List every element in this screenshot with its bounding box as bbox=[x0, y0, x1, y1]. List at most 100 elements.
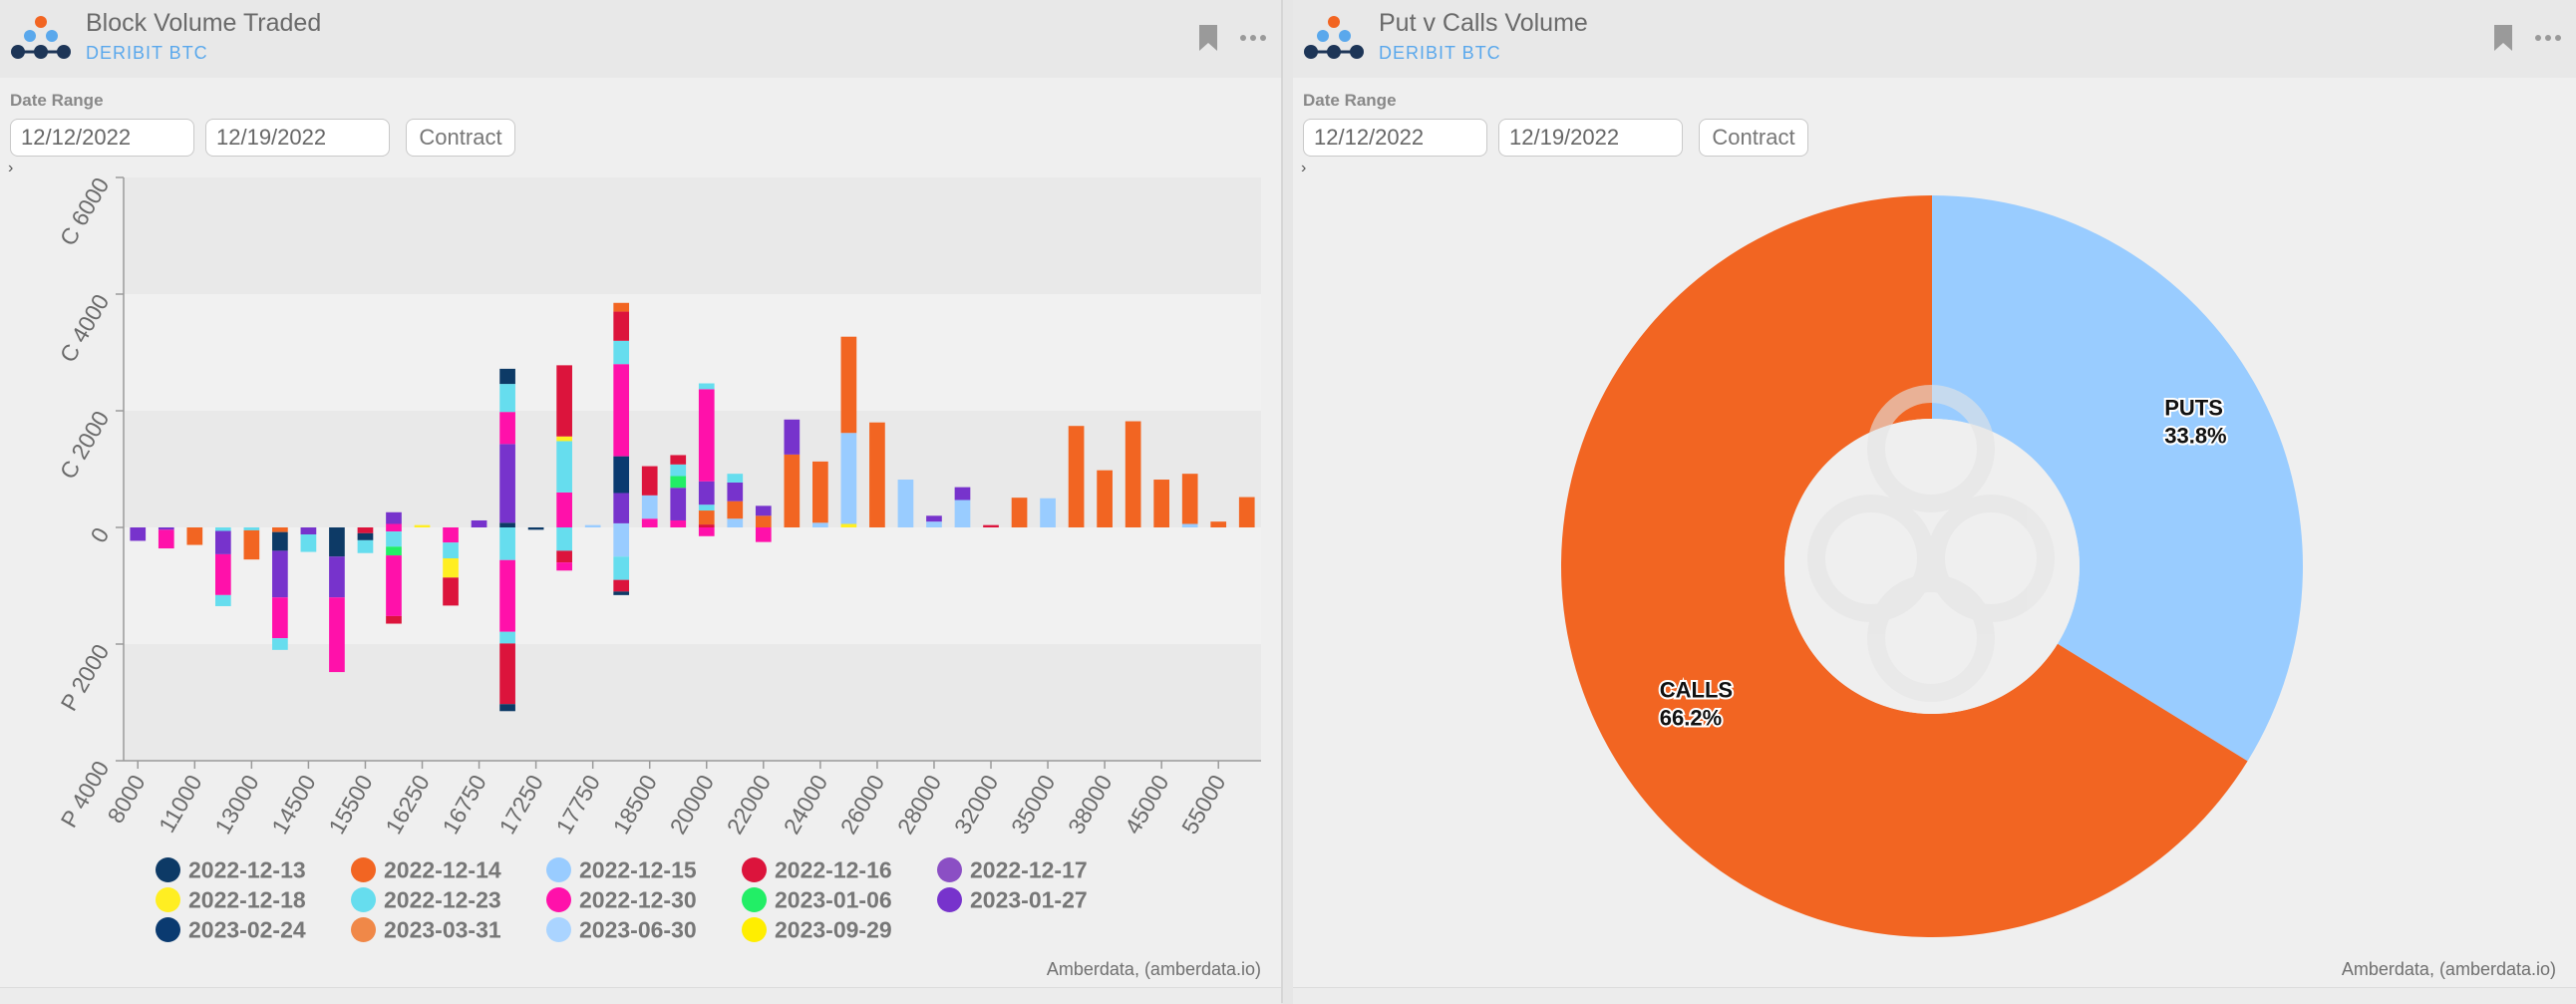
x-tick-label: 35000 bbox=[1006, 771, 1061, 838]
bar-segment-call bbox=[784, 419, 801, 455]
start-date-input[interactable] bbox=[1303, 119, 1487, 157]
x-tick-label: 24000 bbox=[779, 771, 833, 838]
legend-item[interactable]: 2022-12-18 bbox=[156, 885, 306, 915]
bar-segment-call bbox=[698, 524, 715, 527]
x-tick-label: 14500 bbox=[266, 771, 321, 838]
legend-item[interactable]: 2023-02-24 bbox=[156, 915, 306, 945]
legend-item[interactable]: 2023-01-27 bbox=[937, 885, 1088, 915]
bar-segment-call bbox=[1011, 498, 1028, 527]
bar-segment-put bbox=[613, 527, 630, 557]
expand-chevron-icon[interactable]: › bbox=[1301, 160, 1307, 176]
panel-header: Block Volume Traded DERIBIT BTC bbox=[0, 0, 1281, 78]
x-tick-label: 15500 bbox=[323, 771, 378, 838]
grid-band bbox=[124, 177, 1261, 294]
bar-segment-put bbox=[272, 550, 288, 598]
bar-segment-call bbox=[499, 522, 515, 527]
legend-item[interactable]: 2023-03-31 bbox=[351, 915, 501, 945]
legend-item[interactable]: 2022-12-14 bbox=[351, 855, 501, 885]
end-date-input[interactable] bbox=[1498, 119, 1683, 157]
bar-segment-put bbox=[386, 615, 402, 624]
legend-swatch bbox=[546, 857, 571, 883]
bookmark-icon[interactable] bbox=[1197, 24, 1219, 52]
panel-title: Put v Calls Volume bbox=[1379, 9, 1588, 37]
bar-segment-call bbox=[670, 455, 687, 465]
legend-item[interactable]: 2022-12-23 bbox=[351, 885, 501, 915]
bar-segment-call bbox=[954, 500, 971, 527]
legend-item[interactable]: 2022-12-15 bbox=[546, 855, 697, 885]
legend-swatch bbox=[937, 887, 962, 913]
put-call-donut-chart: PUTS 33.8% CALLS 66.2% bbox=[1560, 195, 2303, 937]
bar-segment-put bbox=[443, 558, 459, 578]
legend-item[interactable]: 2022-12-16 bbox=[742, 855, 892, 885]
more-icon[interactable] bbox=[2532, 24, 2564, 52]
legend-item[interactable]: 2023-06-30 bbox=[546, 915, 697, 945]
bar-segment-put bbox=[386, 546, 402, 556]
bar-segment-put bbox=[499, 643, 515, 705]
legend-label: 2022-12-17 bbox=[970, 856, 1088, 883]
bar-segment-call bbox=[670, 476, 687, 489]
bar-segment-call bbox=[727, 518, 744, 527]
legend-item[interactable]: 2022-12-13 bbox=[156, 855, 306, 885]
bar-segment-call bbox=[926, 515, 942, 522]
bar-segment-call bbox=[840, 523, 857, 527]
amberdata-logo-icon bbox=[1304, 16, 1364, 59]
bar-segment-put bbox=[443, 542, 459, 559]
legend-item[interactable]: 2023-09-29 bbox=[742, 915, 892, 945]
bar-segment-call bbox=[386, 511, 402, 524]
bar-segment-call bbox=[1068, 426, 1085, 527]
bar-segment-call bbox=[869, 422, 885, 527]
pie-slice-puts[interactable] bbox=[1932, 195, 2303, 762]
bar-segment-put bbox=[214, 530, 231, 554]
legend-label: 2022-12-16 bbox=[775, 856, 892, 883]
bar-segment-put bbox=[158, 529, 174, 549]
put-call-panel: Put v Calls Volume DERIBIT BTC Date Rang… bbox=[1293, 0, 2576, 1004]
y-tick-label: 0 bbox=[85, 523, 114, 547]
legend-item[interactable]: 2022-12-17 bbox=[937, 855, 1088, 885]
bookmark-icon[interactable] bbox=[2492, 24, 2514, 52]
watermark-logo bbox=[1807, 385, 2055, 702]
legend-swatch bbox=[546, 917, 571, 943]
y-tick-label: C 2000 bbox=[55, 407, 115, 484]
end-date-input[interactable] bbox=[205, 119, 390, 157]
x-tick-label: 18500 bbox=[608, 771, 663, 838]
legend-label: 2023-09-29 bbox=[775, 916, 892, 943]
bar-segment-call bbox=[670, 488, 687, 520]
x-tick-label: 11000 bbox=[154, 771, 207, 837]
bar-segment-call bbox=[727, 482, 744, 502]
bar-segment-call bbox=[613, 456, 630, 494]
y-tick-label: C 6000 bbox=[55, 173, 115, 250]
bar-segment-call bbox=[698, 383, 715, 390]
x-tick-label: 20000 bbox=[665, 771, 720, 838]
bar-segment-call bbox=[784, 454, 801, 527]
bar-segment-call bbox=[670, 519, 687, 527]
bar-segment-put bbox=[556, 550, 572, 563]
bar-segment-put bbox=[386, 555, 402, 616]
bar-segment-call bbox=[1238, 497, 1255, 527]
bar-segment-put bbox=[300, 534, 317, 552]
contract-button[interactable]: Contract bbox=[406, 119, 515, 157]
bar-segment-put bbox=[443, 577, 459, 606]
bar-segment-put bbox=[357, 532, 374, 540]
bar-segment-put bbox=[272, 531, 288, 551]
bar-segment-call bbox=[698, 504, 715, 511]
bar-segment-call bbox=[954, 487, 971, 501]
bar-segment-call bbox=[499, 444, 515, 523]
date-range-label: Date Range bbox=[1303, 91, 1397, 110]
legend-item[interactable]: 2022-12-30 bbox=[546, 885, 697, 915]
x-tick-label: 17250 bbox=[493, 771, 548, 838]
contract-button[interactable]: Contract bbox=[1699, 119, 1808, 157]
more-icon[interactable] bbox=[1237, 24, 1269, 52]
legend-swatch bbox=[156, 857, 180, 883]
start-date-input[interactable] bbox=[10, 119, 194, 157]
bar-segment-call bbox=[755, 515, 772, 527]
pie-slice-calls[interactable] bbox=[1560, 195, 2248, 937]
bar-segment-put bbox=[272, 527, 288, 532]
bar-segment-put bbox=[386, 527, 402, 532]
bar-segment-call bbox=[613, 340, 630, 365]
bar-segment-put bbox=[329, 527, 345, 557]
x-tick-label: 22000 bbox=[722, 771, 777, 838]
panel-title: Block Volume Traded bbox=[86, 9, 322, 37]
bar-segment-put bbox=[499, 704, 515, 712]
expand-chevron-icon[interactable]: › bbox=[8, 160, 14, 176]
legend-item[interactable]: 2023-01-06 bbox=[742, 885, 892, 915]
